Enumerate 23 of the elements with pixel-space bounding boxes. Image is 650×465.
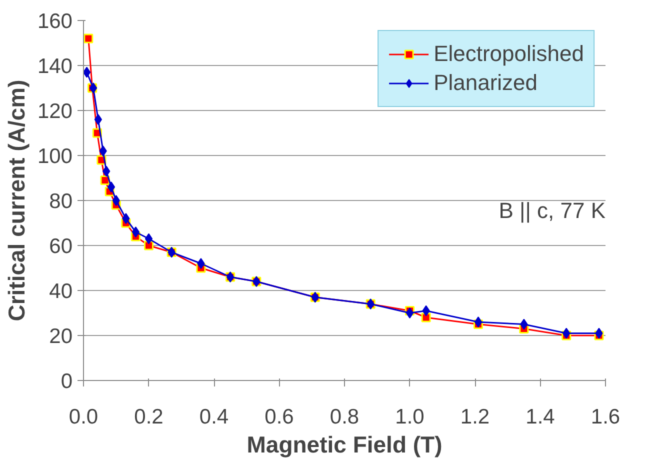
x-tick-label: 0.4 — [199, 406, 229, 428]
x-tick-label: 0.0 — [68, 406, 98, 428]
y-tick-label: 120 — [37, 100, 73, 123]
y-tick-label: 0 — [60, 370, 73, 393]
x-tick-label: 1.2 — [460, 406, 490, 428]
legend-label: Planarized — [434, 70, 538, 96]
legend-label: Electropolished — [434, 41, 584, 67]
y-axis-title: Critical current (A/cm) — [3, 80, 30, 322]
x-axis-title: Magnetic Field (T) — [246, 432, 442, 458]
x-tick-label: 0.6 — [264, 406, 294, 428]
y-tick-label: 160 — [37, 10, 73, 33]
x-tick-label: 0.2 — [134, 406, 164, 428]
x-tick-label: 0.8 — [330, 406, 360, 428]
annotation: B || c, 77 K — [498, 198, 606, 223]
y-tick-label: 80 — [49, 190, 72, 213]
x-tick-label: 1.6 — [590, 406, 620, 428]
y-tick-label: 20 — [49, 325, 72, 348]
y-tick-label: 100 — [37, 145, 73, 168]
y-tick-label: 40 — [49, 280, 72, 303]
x-tick-label: 1.0 — [395, 406, 424, 428]
x-tick-label: 1.4 — [526, 406, 556, 428]
y-tick-label: 60 — [49, 235, 72, 258]
y-tick-label: 140 — [37, 55, 73, 78]
